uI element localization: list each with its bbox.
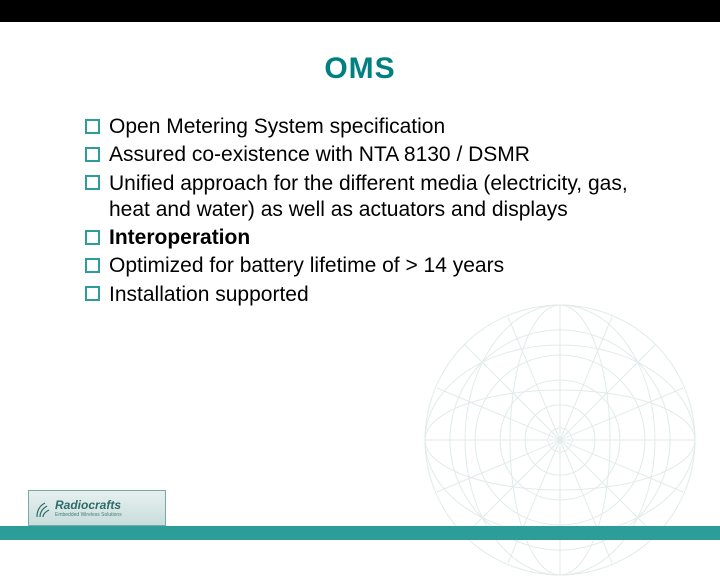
- bullet-text: Open Metering System specification: [109, 114, 635, 140]
- checkbox-bullet-icon: [85, 144, 103, 164]
- checkbox-bullet-icon: [85, 173, 103, 193]
- logo: Radiocrafts Embedded Wireless Solutions: [28, 490, 166, 526]
- bullet-text: Assured co-existence with NTA 8130 / DSM…: [109, 142, 635, 168]
- bullet-item: Open Metering System specification: [85, 114, 635, 140]
- bullet-item: Unified approach for the different media…: [85, 171, 635, 224]
- logo-waves-icon: [35, 499, 53, 519]
- bullet-text: Unified approach for the different media…: [109, 171, 635, 224]
- bullet-text: Optimized for battery lifetime of > 14 y…: [109, 253, 635, 279]
- checkbox-bullet-icon: [85, 227, 103, 247]
- checkbox-bullet-icon: [85, 255, 103, 275]
- checkbox-bullet-icon: [85, 116, 103, 136]
- bullet-item: Interoperation: [85, 225, 635, 251]
- bullet-text: Interoperation: [109, 225, 635, 251]
- bullet-item: Assured co-existence with NTA 8130 / DSM…: [85, 142, 635, 168]
- logo-tagline: Embedded Wireless Solutions: [55, 512, 165, 518]
- slide-title: OMS: [0, 52, 720, 86]
- bullet-item: Optimized for battery lifetime of > 14 y…: [85, 253, 635, 279]
- footer-bar: [0, 526, 720, 540]
- top-bar: [0, 0, 720, 22]
- logo-name: Radiocrafts: [55, 499, 165, 511]
- bullet-list: Open Metering System specificationAssure…: [85, 114, 635, 308]
- checkbox-bullet-icon: [85, 284, 103, 304]
